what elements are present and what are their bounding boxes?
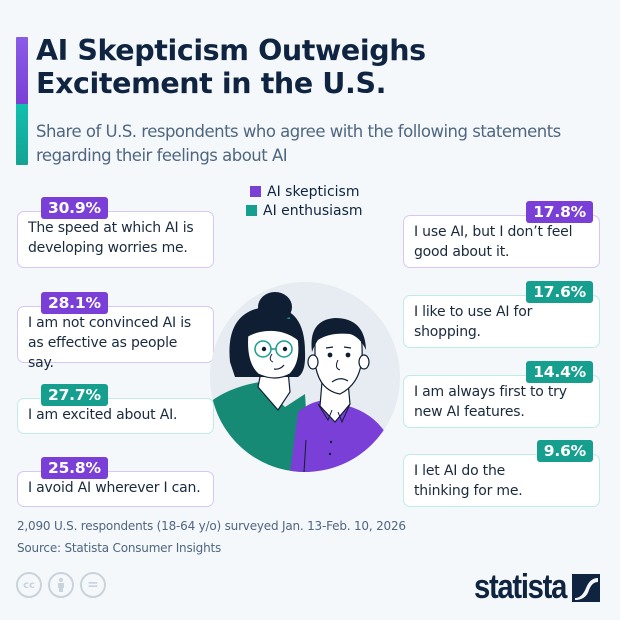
- statista-wave-icon: [572, 573, 600, 602]
- statement-line: new AI features.: [414, 404, 525, 420]
- accent-enthusiasm: [16, 104, 28, 165]
- statista-logo[interactable]: statista: [459, 568, 600, 607]
- statement-line: shopping.: [414, 324, 481, 340]
- statement-line: as effective as people say.: [28, 335, 178, 371]
- percentage-badge: 17.6%: [526, 281, 593, 303]
- percentage-badge: 27.7%: [41, 384, 108, 406]
- statement-line: good about it.: [414, 244, 510, 260]
- two-people-icon: [210, 292, 385, 472]
- stat-card: 17.6% I like to use AI for shopping.: [403, 281, 600, 348]
- statement-line: developing worries me.: [28, 240, 188, 256]
- title-accent-bar: [16, 37, 28, 165]
- legend-item-enthusiasm: AI enthusiasm: [246, 201, 363, 220]
- cc-icon[interactable]: cc: [16, 572, 42, 598]
- percentage-badge: 28.1%: [41, 292, 108, 314]
- page-title: AI Skepticism Outweighs Excitement in th…: [36, 34, 426, 100]
- no-derivatives-icon[interactable]: =: [80, 572, 106, 598]
- people-illustration: [210, 282, 400, 472]
- source-note: Source: Statista Consumer Insights: [17, 541, 222, 555]
- legend-label: AI enthusiasm: [263, 202, 363, 219]
- stat-card: 30.9% The speed at which AI is developin…: [17, 197, 214, 268]
- statement-line: The speed at which AI is: [28, 220, 194, 236]
- stat-card: 9.6% I let AI do the thinking for me.: [403, 440, 600, 507]
- license-icons[interactable]: cc =: [16, 572, 106, 598]
- attribution-icon[interactable]: [48, 572, 74, 598]
- statement-line: I avoid AI wherever I can.: [28, 480, 201, 496]
- accent-skepticism: [16, 37, 28, 104]
- percentage-badge: 14.4%: [526, 361, 593, 383]
- statement-line: I use AI, but I don’t feel: [414, 224, 573, 240]
- statement-line: I let AI do the: [414, 463, 506, 479]
- legend: AI skepticism AI enthusiasm: [246, 182, 363, 220]
- survey-note: 2,090 U.S. respondents (18-64 y/o) surve…: [17, 519, 406, 533]
- percentage-badge: 17.8%: [526, 201, 593, 223]
- percentage-badge: 9.6%: [536, 440, 593, 462]
- brand-name: statista: [473, 568, 567, 606]
- statement-line: I am excited about AI.: [28, 407, 178, 423]
- statement-line: I am not convinced AI is: [28, 315, 191, 331]
- stat-card: 17.8% I use AI, but I don’t feel good ab…: [403, 201, 600, 268]
- page-subtitle: Share of U.S. respondents who agree with…: [36, 122, 561, 165]
- stat-card: 28.1% I am not convinced AI is as effect…: [17, 292, 214, 371]
- stat-card: 14.4% I am always first to try new AI fe…: [403, 361, 600, 428]
- stat-card: 25.8% I avoid AI wherever I can.: [17, 457, 214, 507]
- percentage-badge: 25.8%: [41, 457, 108, 479]
- legend-item-skepticism: AI skepticism: [250, 182, 363, 201]
- statement-line: I am always first to try: [414, 384, 567, 400]
- stat-card: 27.7% I am excited about AI.: [17, 384, 214, 434]
- percentage-badge: 30.9%: [41, 197, 108, 219]
- legend-swatch-skepticism: [250, 186, 261, 197]
- statement-line: I like to use AI for: [414, 304, 533, 320]
- legend-label: AI skepticism: [267, 183, 360, 200]
- footer-notes: 2,090 U.S. respondents (18-64 y/o) surve…: [17, 515, 406, 559]
- legend-swatch-enthusiasm: [246, 205, 257, 216]
- statement-line: thinking for me.: [414, 483, 523, 499]
